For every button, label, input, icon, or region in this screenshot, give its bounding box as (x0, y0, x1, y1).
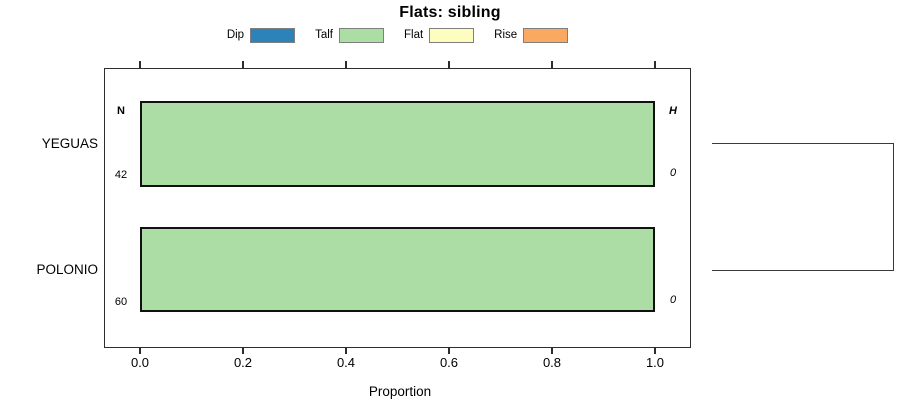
n-value-polonio: 60 (114, 296, 128, 308)
x-axis-title: Proportion (368, 384, 432, 399)
legend-swatch-talf (338, 27, 384, 43)
legend-entry-rise: Rise (494, 27, 569, 43)
dendrogram-branch-top (712, 143, 894, 145)
x-axis-tick-label: 1.0 (645, 355, 665, 370)
legend-label-talf: Talf (315, 29, 333, 41)
legend: Dip Talf Flat Rise (0, 26, 795, 44)
x-axis-bottom-tick (139, 347, 141, 354)
proportion-bar-yeguas (140, 101, 655, 187)
x-axis-bottom-tick (654, 347, 656, 354)
legend-label-rise: Rise (494, 29, 518, 41)
x-axis-tick-label: 0.2 (233, 355, 253, 370)
x-axis-tick-label: 0.4 (336, 355, 356, 370)
x-axis-top-tick (242, 61, 244, 68)
x-axis-tick-label: 0.0 (130, 355, 150, 370)
legend-entry-flat: Flat (403, 27, 475, 43)
x-axis-top-tick (551, 61, 553, 68)
legend-swatch-flat (429, 27, 475, 43)
legend-swatch-rise (523, 27, 569, 43)
legend-label-dip: Dip (226, 29, 245, 41)
x-axis-top-tick (139, 61, 141, 68)
n-column-header: N (117, 105, 125, 117)
x-axis-top-tick (448, 61, 450, 68)
chart-title: Flats: sibling (399, 4, 501, 21)
legend-entry-talf: Talf (315, 27, 384, 43)
x-axis-bottom-tick (448, 347, 450, 354)
x-axis-bottom-tick (345, 347, 347, 354)
x-axis-bottom-tick (551, 347, 553, 354)
legend-swatch-dip (250, 27, 296, 43)
x-axis-top-tick (345, 61, 347, 68)
legend-entry-dip: Dip (226, 27, 296, 43)
h-column-header: H (669, 105, 677, 117)
h-value-polonio: 0 (669, 294, 677, 306)
legend-label-flat: Flat (403, 29, 424, 41)
x-axis-top-tick (654, 61, 656, 68)
proportion-bar-polonio (140, 227, 655, 312)
x-axis-tick-label: 0.6 (439, 355, 459, 370)
x-axis-bottom-tick (242, 347, 244, 354)
x-axis-tick-label: 0.8 (542, 355, 562, 370)
h-value-yeguas: 0 (669, 167, 677, 179)
dendrogram-branch-bottom (712, 270, 894, 272)
row-label-yeguas: YEGUAS (41, 136, 98, 151)
dendrogram-merge-stem (893, 143, 895, 271)
row-label-polonio: POLONIO (36, 262, 98, 277)
n-value-yeguas: 42 (114, 169, 128, 181)
